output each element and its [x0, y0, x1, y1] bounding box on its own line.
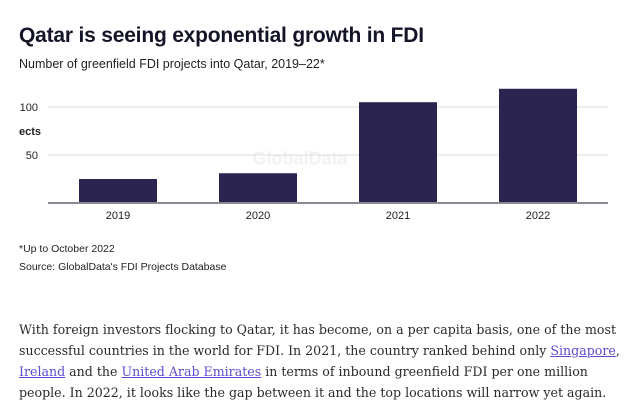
- article-text: in terms of inbound greenfield FDI per o…: [19, 364, 607, 400]
- footnote: *Up to October 2022: [19, 243, 115, 255]
- chart-title: Qatar is seeing exponential growth in FD…: [19, 24, 424, 47]
- article-text: With foreign investors flocking to Qatar…: [19, 322, 617, 358]
- bar-2020: [219, 173, 297, 203]
- chart-subtitle: Number of greenfield FDI projects into Q…: [19, 57, 325, 71]
- y-axis-label: ects: [19, 126, 41, 138]
- bar-chart: GlobalData 50 100 ects 2019 2020 2021 2022: [19, 88, 608, 222]
- link-uae[interactable]: United Arab Emirates: [121, 364, 262, 379]
- article-text: and the: [65, 364, 122, 379]
- x-tick-label: 2022: [526, 210, 550, 222]
- source-note: Source: GlobalData's FDI Projects Databa…: [19, 261, 227, 273]
- link-ireland[interactable]: Ireland: [19, 364, 66, 379]
- bar-2022: [499, 88, 577, 203]
- y-tick-label: 50: [26, 150, 38, 162]
- x-tick-label: 2019: [106, 210, 130, 222]
- article-text: ,: [615, 343, 620, 358]
- watermark: GlobalData: [252, 149, 348, 169]
- link-singapore[interactable]: Singapore: [550, 343, 616, 358]
- x-tick-label: 2021: [386, 210, 410, 222]
- x-tick-label: 2020: [246, 210, 270, 222]
- bar-2021: [359, 102, 437, 203]
- bar-2019: [79, 179, 157, 203]
- article-paragraph: With foreign investors flocking to Qatar…: [19, 319, 629, 403]
- y-tick-label: 100: [20, 102, 38, 114]
